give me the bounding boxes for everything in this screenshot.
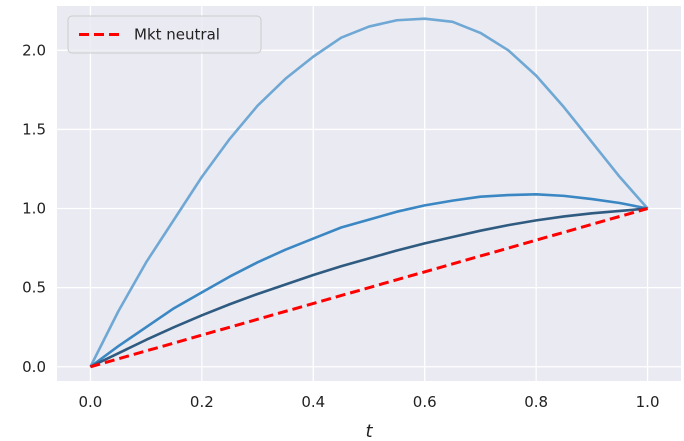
series-line-0 (89, 17, 649, 368)
x-tick-label-0: 0.0 (78, 393, 102, 411)
series-line-1 (89, 192, 648, 368)
series-line-3 (90, 207, 648, 369)
x-tick-label-4: 0.8 (524, 393, 548, 411)
x-tick-label-5: 1.0 (636, 393, 660, 411)
y-tick-label-2: 1.0 (22, 200, 46, 218)
y-tick-label-3: 1.5 (22, 120, 46, 138)
x-tick-label-3: 0.6 (413, 393, 437, 411)
legend: Mkt neutral (67, 15, 262, 54)
y-tick-label-0: 0.0 (22, 358, 46, 376)
x-tick-label-1: 0.2 (190, 393, 214, 411)
y-tick-label-4: 2.0 (22, 41, 46, 59)
legend-box (67, 15, 262, 54)
series-layer (89, 17, 649, 369)
series-line-2 (89, 207, 648, 368)
legend-label-0: Mkt neutral (134, 26, 220, 44)
x-tick-labels: 0.0 0.2 0.4 0.6 0.8 1.0 (78, 393, 659, 411)
y-tick-labels: 0.0 0.5 1.0 1.5 2.0 (22, 41, 46, 375)
y-tick-label-1: 0.5 (22, 279, 46, 297)
x-tick-label-2: 0.4 (301, 393, 325, 411)
x-axis-label: t (365, 421, 373, 441)
grid (57, 6, 681, 381)
